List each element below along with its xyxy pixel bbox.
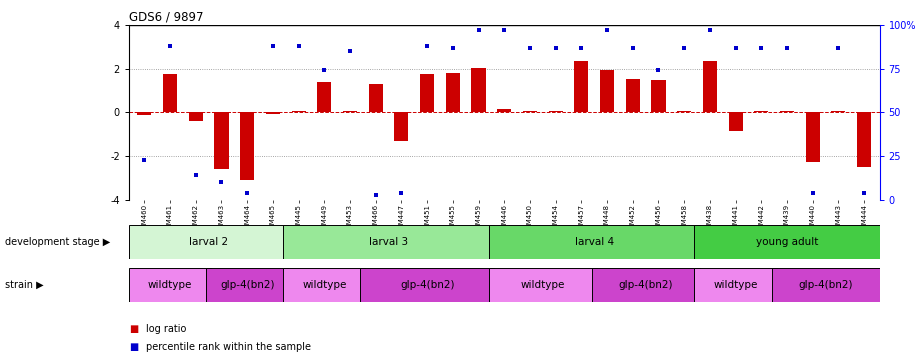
- Text: larval 2: larval 2: [189, 237, 228, 247]
- Point: [265, 43, 280, 49]
- Point: [703, 27, 717, 33]
- Bar: [694, 225, 880, 259]
- Bar: [206, 268, 288, 302]
- Point: [214, 180, 228, 185]
- Point: [625, 45, 640, 51]
- Text: glp-4(bn2): glp-4(bn2): [618, 280, 673, 290]
- Bar: [368, 84, 383, 112]
- Point: [677, 45, 692, 51]
- Text: ■: ■: [129, 324, 138, 334]
- Point: [137, 157, 152, 162]
- Bar: [360, 268, 494, 302]
- Point: [780, 45, 795, 51]
- Text: glp-4(bn2): glp-4(bn2): [799, 280, 853, 290]
- Point: [394, 190, 409, 196]
- Bar: [754, 111, 768, 112]
- Point: [574, 45, 589, 51]
- Text: percentile rank within the sample: percentile rank within the sample: [146, 342, 310, 352]
- Point: [831, 45, 845, 51]
- Point: [651, 67, 666, 73]
- Point: [729, 45, 743, 51]
- Bar: [129, 268, 211, 302]
- Bar: [163, 74, 177, 112]
- Point: [600, 27, 614, 33]
- Bar: [489, 225, 700, 259]
- Point: [857, 190, 871, 196]
- Bar: [472, 67, 485, 112]
- Bar: [317, 82, 332, 112]
- Bar: [240, 112, 254, 180]
- Text: ■: ■: [129, 342, 138, 352]
- Text: glp-4(bn2): glp-4(bn2): [400, 280, 454, 290]
- Bar: [703, 61, 717, 112]
- Point: [343, 48, 357, 54]
- Text: glp-4(bn2): glp-4(bn2): [220, 280, 274, 290]
- Point: [317, 67, 332, 73]
- Bar: [137, 112, 151, 115]
- Text: young adult: young adult: [756, 237, 818, 247]
- Point: [420, 43, 435, 49]
- Text: log ratio: log ratio: [146, 324, 186, 334]
- Bar: [489, 268, 597, 302]
- Point: [291, 43, 306, 49]
- Bar: [129, 225, 288, 259]
- Text: wildtype: wildtype: [148, 280, 192, 290]
- Bar: [189, 112, 203, 121]
- Text: development stage ▶: development stage ▶: [5, 237, 110, 247]
- Text: wildtype: wildtype: [302, 280, 346, 290]
- Bar: [694, 268, 776, 302]
- Bar: [857, 112, 871, 167]
- Text: larval 3: larval 3: [369, 237, 408, 247]
- Bar: [420, 74, 434, 112]
- Text: larval 4: larval 4: [575, 237, 613, 247]
- Point: [472, 27, 486, 33]
- Bar: [772, 268, 880, 302]
- Bar: [575, 61, 589, 112]
- Bar: [292, 111, 306, 112]
- Point: [239, 190, 254, 196]
- Bar: [343, 111, 357, 112]
- Text: strain ▶: strain ▶: [5, 280, 43, 290]
- Bar: [677, 111, 692, 112]
- Text: wildtype: wildtype: [520, 280, 565, 290]
- Bar: [266, 112, 280, 114]
- Bar: [832, 111, 845, 112]
- Bar: [625, 79, 640, 112]
- Point: [754, 45, 769, 51]
- Bar: [497, 109, 511, 112]
- Bar: [215, 112, 228, 169]
- Bar: [394, 112, 409, 141]
- Bar: [446, 73, 460, 112]
- Point: [163, 43, 178, 49]
- Bar: [283, 268, 366, 302]
- Bar: [729, 112, 742, 131]
- Point: [368, 192, 383, 197]
- Bar: [600, 70, 614, 112]
- Point: [496, 27, 511, 33]
- Text: wildtype: wildtype: [714, 280, 758, 290]
- Point: [805, 190, 820, 196]
- Bar: [651, 80, 666, 112]
- Bar: [283, 225, 494, 259]
- Bar: [549, 111, 563, 112]
- Bar: [780, 111, 794, 112]
- Text: GDS6 / 9897: GDS6 / 9897: [129, 11, 204, 24]
- Bar: [523, 111, 537, 112]
- Point: [522, 45, 537, 51]
- Bar: [806, 112, 820, 162]
- Point: [446, 45, 460, 51]
- Point: [548, 45, 563, 51]
- Point: [189, 172, 204, 178]
- Bar: [591, 268, 700, 302]
